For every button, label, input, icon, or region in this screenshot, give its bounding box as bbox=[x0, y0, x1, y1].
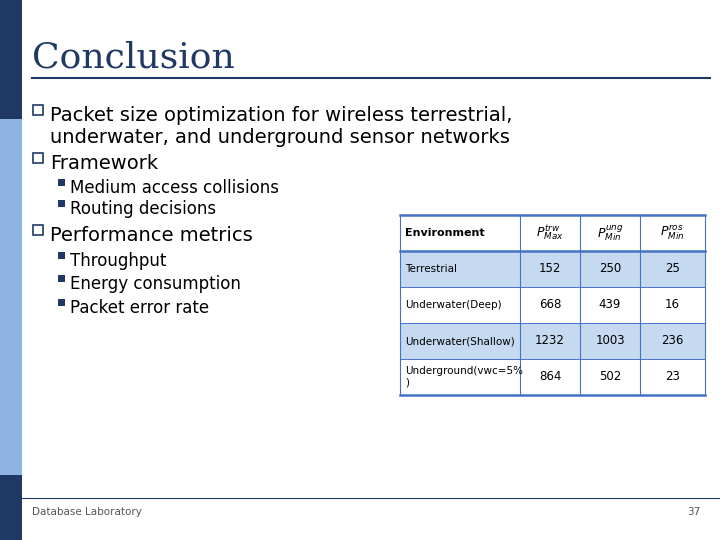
Bar bbox=[400, 323, 705, 359]
Bar bbox=[58, 199, 65, 206]
Text: Underwater(Shallow): Underwater(Shallow) bbox=[405, 336, 515, 346]
Text: 250: 250 bbox=[599, 262, 621, 275]
Text: 25: 25 bbox=[665, 262, 680, 275]
Text: 1232: 1232 bbox=[535, 334, 565, 348]
Bar bbox=[58, 252, 65, 259]
Text: 16: 16 bbox=[665, 299, 680, 312]
Text: 668: 668 bbox=[539, 299, 561, 312]
Text: Medium access collisions: Medium access collisions bbox=[70, 179, 279, 197]
Text: 1003: 1003 bbox=[595, 334, 625, 348]
Bar bbox=[33, 105, 43, 115]
Bar bbox=[0, 475, 22, 540]
Text: Conclusion: Conclusion bbox=[32, 40, 235, 74]
Bar bbox=[58, 299, 65, 306]
Bar bbox=[33, 225, 43, 235]
Bar bbox=[58, 274, 65, 281]
Text: Underground(vwc=5%
): Underground(vwc=5% ) bbox=[405, 366, 523, 388]
Text: Database Laboratory: Database Laboratory bbox=[32, 507, 142, 517]
Text: 236: 236 bbox=[661, 334, 684, 348]
Text: Routing decisions: Routing decisions bbox=[70, 200, 216, 218]
Text: Performance metrics: Performance metrics bbox=[50, 226, 253, 245]
Text: 23: 23 bbox=[665, 370, 680, 383]
Text: 864: 864 bbox=[539, 370, 561, 383]
Bar bbox=[0, 0, 22, 119]
Text: 439: 439 bbox=[599, 299, 621, 312]
Bar bbox=[33, 153, 43, 163]
Text: Environment: Environment bbox=[405, 228, 485, 238]
Text: Energy consumption: Energy consumption bbox=[70, 275, 241, 293]
Text: $P^{ung}_{Min}$: $P^{ung}_{Min}$ bbox=[597, 223, 624, 243]
Text: $P^{trw}_{Max}$: $P^{trw}_{Max}$ bbox=[536, 224, 564, 242]
Bar bbox=[400, 287, 705, 323]
Bar bbox=[400, 359, 705, 395]
Bar bbox=[400, 215, 705, 251]
Text: 502: 502 bbox=[599, 370, 621, 383]
Text: Framework: Framework bbox=[50, 154, 158, 173]
Bar bbox=[58, 179, 65, 186]
Text: Underwater(Deep): Underwater(Deep) bbox=[405, 300, 502, 310]
Text: 37: 37 bbox=[687, 507, 700, 517]
Text: Packet size optimization for wireless terrestrial,: Packet size optimization for wireless te… bbox=[50, 106, 513, 125]
Text: Packet error rate: Packet error rate bbox=[70, 299, 209, 317]
Text: Throughput: Throughput bbox=[70, 252, 166, 270]
Bar bbox=[400, 251, 705, 287]
Bar bbox=[0, 119, 22, 475]
Text: Terrestrial: Terrestrial bbox=[405, 264, 457, 274]
Text: $P^{ros}_{Min}$: $P^{ros}_{Min}$ bbox=[660, 224, 685, 242]
Text: 152: 152 bbox=[539, 262, 561, 275]
Text: underwater, and underground sensor networks: underwater, and underground sensor netwo… bbox=[50, 128, 510, 147]
